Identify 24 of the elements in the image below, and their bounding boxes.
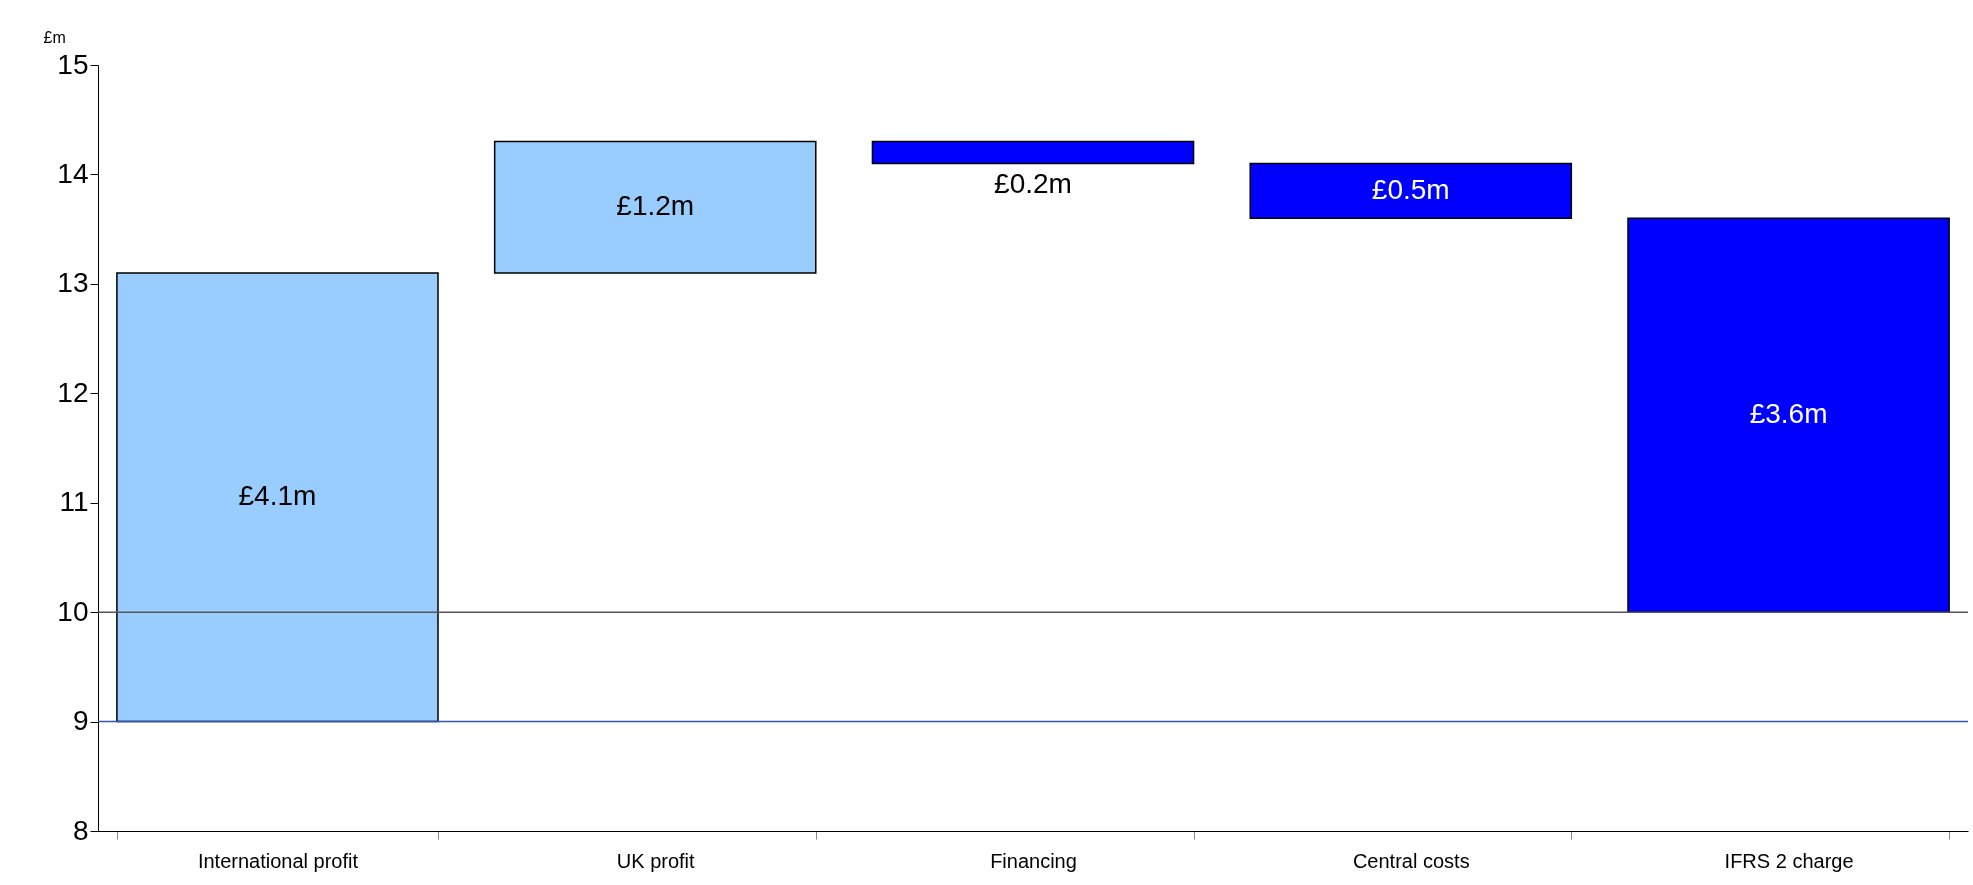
data-label: £0.2m xyxy=(994,168,1072,200)
y-tick-label: 10 xyxy=(57,595,89,627)
x-tick-label: UK profit xyxy=(616,849,696,872)
data-label: £4.1m xyxy=(238,480,317,512)
y-tick-label: 9 xyxy=(72,705,89,737)
bar xyxy=(1249,162,1573,219)
bar xyxy=(871,140,1195,165)
data-label: £3.6m xyxy=(1749,398,1828,430)
x-tick-label: International profit xyxy=(197,849,359,872)
y-tick-label: 15 xyxy=(57,48,89,80)
y-tick-label: 14 xyxy=(57,157,89,189)
y-tick-label: 8 xyxy=(72,814,89,846)
y-tick-label: 11 xyxy=(59,486,89,518)
x-tick-label: IFRS 2 charge xyxy=(1724,849,1854,872)
x-tick-label: Financing xyxy=(990,849,1077,872)
bar xyxy=(1627,217,1950,613)
data-label: £0.5m xyxy=(1371,173,1450,205)
bar xyxy=(493,140,817,274)
y-axis-title: £m xyxy=(43,28,66,46)
data-label: £1.2m xyxy=(616,190,695,222)
y-tick-label: 12 xyxy=(57,376,89,408)
x-tick-label: Central costs xyxy=(1352,849,1470,872)
bar xyxy=(116,272,439,723)
y-tick-label: 13 xyxy=(57,267,89,299)
